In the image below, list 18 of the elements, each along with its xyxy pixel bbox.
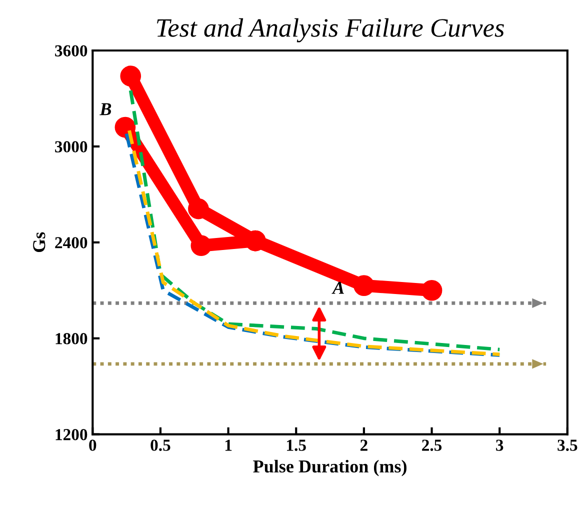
y-tick-label: 3000 (55, 141, 88, 152)
x-tick-label: 3 (496, 440, 504, 451)
y-tick-label: 1800 (56, 333, 88, 344)
x-tick-label: 2.5 (422, 440, 442, 451)
annotation: B (100, 103, 112, 116)
x-axis-title: Pulse Duration (ms) (253, 460, 406, 476)
x-tick-label: 0.5 (150, 440, 170, 451)
x-tick-label: 1 (225, 440, 232, 451)
y-tick-label: 1200 (56, 429, 88, 440)
x-tick-label: 2 (360, 440, 368, 451)
y-tick-label: 3600 (55, 45, 88, 56)
y-axis-title: Gs (33, 232, 46, 252)
x-tick-label: 0 (89, 440, 96, 451)
chart-title: Test and Analysis Failure Curves (157, 18, 504, 42)
annotation: A (332, 282, 344, 294)
x-tick-label: 3.5 (558, 440, 578, 451)
x-tick-label: 1.5 (287, 440, 306, 451)
y-tick-label: 2400 (55, 237, 88, 248)
